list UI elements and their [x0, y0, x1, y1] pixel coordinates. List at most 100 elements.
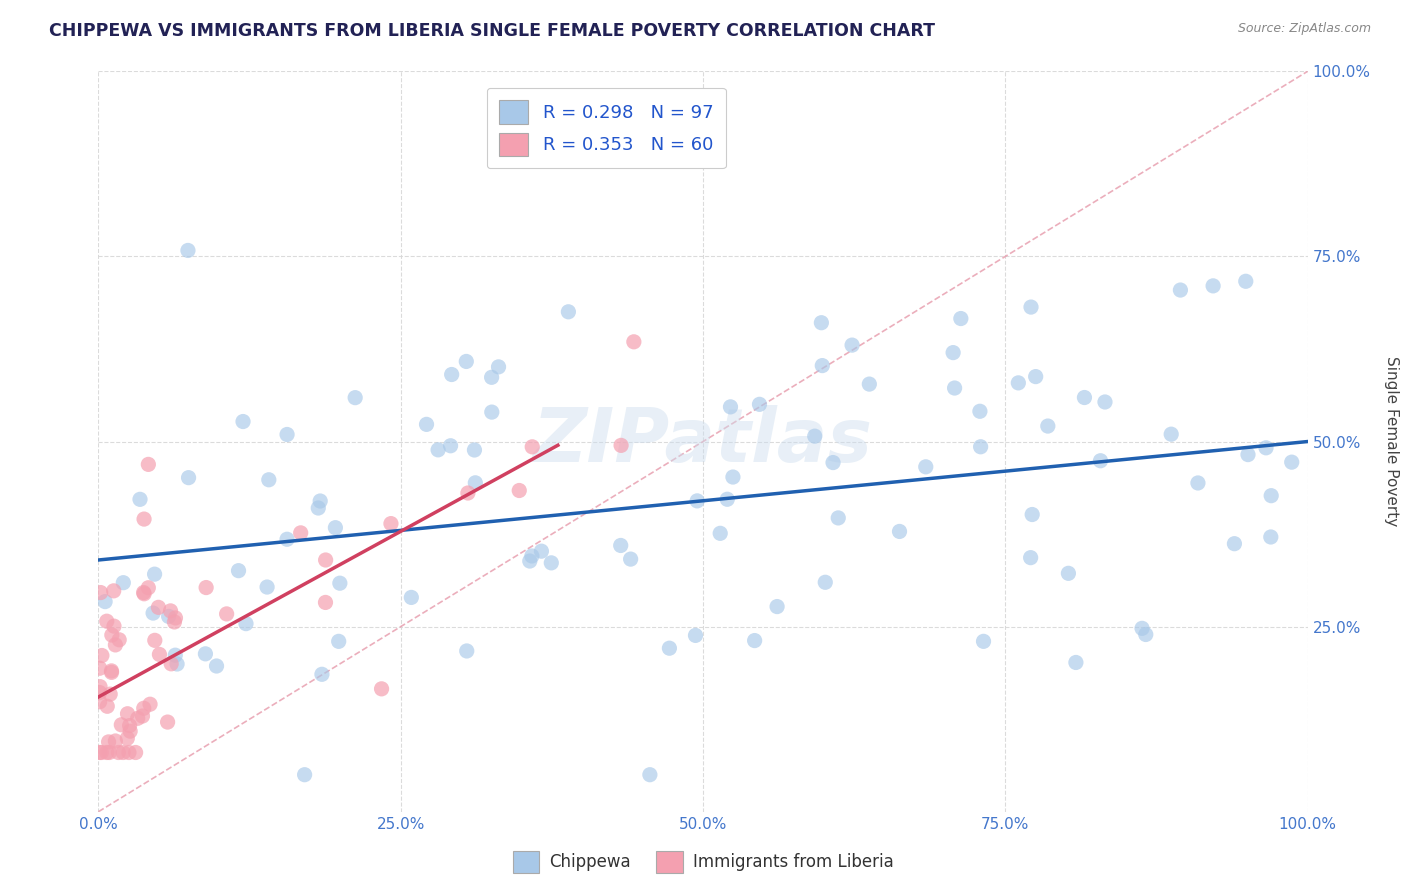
- Point: [1019, 550, 1042, 565]
- Point: [97, 735, 120, 749]
- Point: [103, 583, 125, 598]
- Point: [1170, 283, 1192, 297]
- Point: [658, 641, 681, 656]
- Point: [329, 576, 352, 591]
- Point: [294, 767, 316, 781]
- Point: [1187, 475, 1209, 490]
- Point: [139, 698, 162, 712]
- Point: [100, 665, 122, 680]
- Point: [96, 746, 118, 760]
- Point: [108, 632, 131, 647]
- Point: [803, 429, 825, 443]
- Point: [177, 470, 200, 484]
- Point: [709, 526, 731, 541]
- Point: [129, 492, 152, 507]
- Point: [148, 600, 170, 615]
- Point: [1025, 369, 1047, 384]
- Point: [456, 354, 478, 368]
- Point: [481, 370, 503, 384]
- Point: [942, 345, 965, 359]
- Point: [1073, 391, 1095, 405]
- Point: [205, 659, 228, 673]
- Point: [325, 521, 347, 535]
- Point: [488, 359, 510, 374]
- Point: [112, 746, 135, 760]
- Point: [232, 415, 254, 429]
- Point: [620, 552, 643, 566]
- Point: [520, 549, 543, 563]
- Point: [138, 458, 160, 472]
- Point: [124, 746, 146, 760]
- Point: [89, 685, 111, 699]
- Text: ZIPatlas: ZIPatlas: [533, 405, 873, 478]
- Point: [143, 633, 166, 648]
- Point: [748, 397, 770, 411]
- Point: [969, 440, 991, 454]
- Point: [949, 311, 972, 326]
- Point: [120, 724, 142, 739]
- Point: [309, 494, 332, 508]
- Point: [112, 575, 135, 590]
- Point: [159, 604, 181, 618]
- Point: [1135, 627, 1157, 641]
- Point: [889, 524, 911, 539]
- Point: [117, 731, 139, 746]
- Point: [107, 746, 129, 760]
- Point: [766, 599, 789, 614]
- Point: [1036, 419, 1059, 434]
- Point: [90, 746, 112, 760]
- Legend: R = 0.298   N = 97, R = 0.353   N = 60: R = 0.298 N = 97, R = 0.353 N = 60: [486, 87, 725, 169]
- Point: [370, 681, 392, 696]
- Point: [94, 594, 117, 608]
- Text: CHIPPEWA VS IMMIGRANTS FROM LIBERIA SINGLE FEMALE POVERTY CORRELATION CHART: CHIPPEWA VS IMMIGRANTS FROM LIBERIA SING…: [49, 22, 935, 40]
- Point: [1237, 448, 1260, 462]
- Point: [228, 564, 250, 578]
- Point: [1234, 274, 1257, 288]
- Point: [163, 615, 186, 629]
- Point: [132, 512, 155, 526]
- Point: [1223, 537, 1246, 551]
- Point: [96, 614, 118, 628]
- Point: [104, 638, 127, 652]
- Point: [841, 338, 863, 352]
- Point: [716, 492, 738, 507]
- Text: Source: ZipAtlas.com: Source: ZipAtlas.com: [1237, 22, 1371, 36]
- Point: [235, 616, 257, 631]
- Point: [720, 400, 742, 414]
- Point: [314, 595, 336, 609]
- Point: [721, 470, 744, 484]
- Point: [131, 709, 153, 723]
- Point: [609, 539, 631, 553]
- Point: [290, 525, 312, 540]
- Point: [530, 544, 553, 558]
- Point: [481, 405, 503, 419]
- Point: [1254, 441, 1277, 455]
- Point: [1094, 395, 1116, 409]
- Point: [1021, 508, 1043, 522]
- Point: [157, 609, 180, 624]
- Point: [311, 667, 333, 681]
- Point: [101, 628, 124, 642]
- Point: [415, 417, 437, 432]
- Point: [1064, 656, 1087, 670]
- Point: [165, 648, 187, 663]
- Point: [166, 657, 188, 671]
- Y-axis label: Single Female Poverty: Single Female Poverty: [1385, 357, 1399, 526]
- Point: [623, 334, 645, 349]
- Point: [90, 585, 112, 599]
- Point: [638, 767, 661, 781]
- Point: [110, 718, 132, 732]
- Point: [1090, 454, 1112, 468]
- Point: [104, 734, 127, 748]
- Point: [328, 634, 350, 648]
- Point: [821, 456, 844, 470]
- Point: [973, 634, 995, 648]
- Point: [257, 473, 280, 487]
- Point: [118, 718, 141, 732]
- Point: [858, 377, 880, 392]
- Point: [143, 567, 166, 582]
- Point: [142, 606, 165, 620]
- Point: [96, 699, 118, 714]
- Point: [132, 585, 155, 599]
- Point: [344, 391, 367, 405]
